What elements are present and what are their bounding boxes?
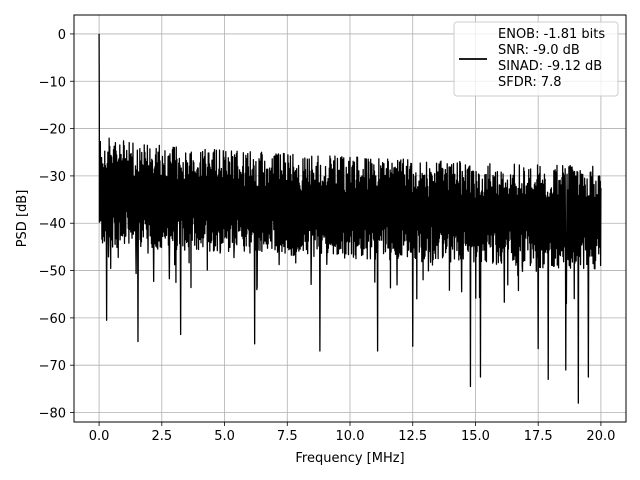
legend-snr: SNR: -9.0 dB: [498, 43, 580, 58]
legend-box: [453, 21, 619, 97]
psd-trace: [98, 33, 602, 404]
x-tick-label: 7.5: [277, 429, 298, 444]
y-tick-label: −30: [39, 170, 66, 185]
y-tick-label: −80: [39, 407, 66, 422]
y-tick-label: −70: [39, 359, 66, 374]
x-tick-label: 10.0: [336, 429, 365, 444]
x-tick-label: 17.5: [524, 429, 553, 444]
legend: ENOB: -1.81 bits SNR: -9.0 dB SINAD: -9.…: [453, 21, 619, 97]
y-tick-label: −60: [39, 312, 66, 327]
x-tick-label: 0.0: [89, 429, 110, 444]
psd-series-line: [98, 33, 602, 404]
y-tick-label: −20: [39, 123, 66, 138]
y-tick-label: −50: [39, 265, 66, 280]
x-tick-label: 12.5: [398, 429, 427, 444]
x-axis-label: Frequency [MHz]: [295, 451, 404, 466]
legend-enob: ENOB: -1.81 bits: [498, 27, 605, 42]
x-tick-label: 2.5: [151, 429, 172, 444]
y-tick-label: −10: [39, 75, 66, 90]
legend-sfdr: SFDR: 7.8: [498, 75, 562, 90]
y-axis-ticks: 0 −10 −20 −30 −40 −50 −60 −70 −80: [39, 28, 74, 422]
y-axis-label: PSD [dB]: [15, 190, 30, 248]
y-tick-label: −40: [39, 217, 66, 232]
x-axis-ticks: 0.0 2.5 5.0 7.5 10.0 12.5 15.0 17.5 20.0: [89, 422, 615, 444]
x-tick-label: 15.0: [461, 429, 490, 444]
x-tick-label: 5.0: [214, 429, 235, 444]
x-tick-label: 20.0: [586, 429, 615, 444]
legend-sinad: SINAD: -9.12 dB: [498, 59, 602, 74]
y-tick-label: 0: [58, 28, 66, 43]
